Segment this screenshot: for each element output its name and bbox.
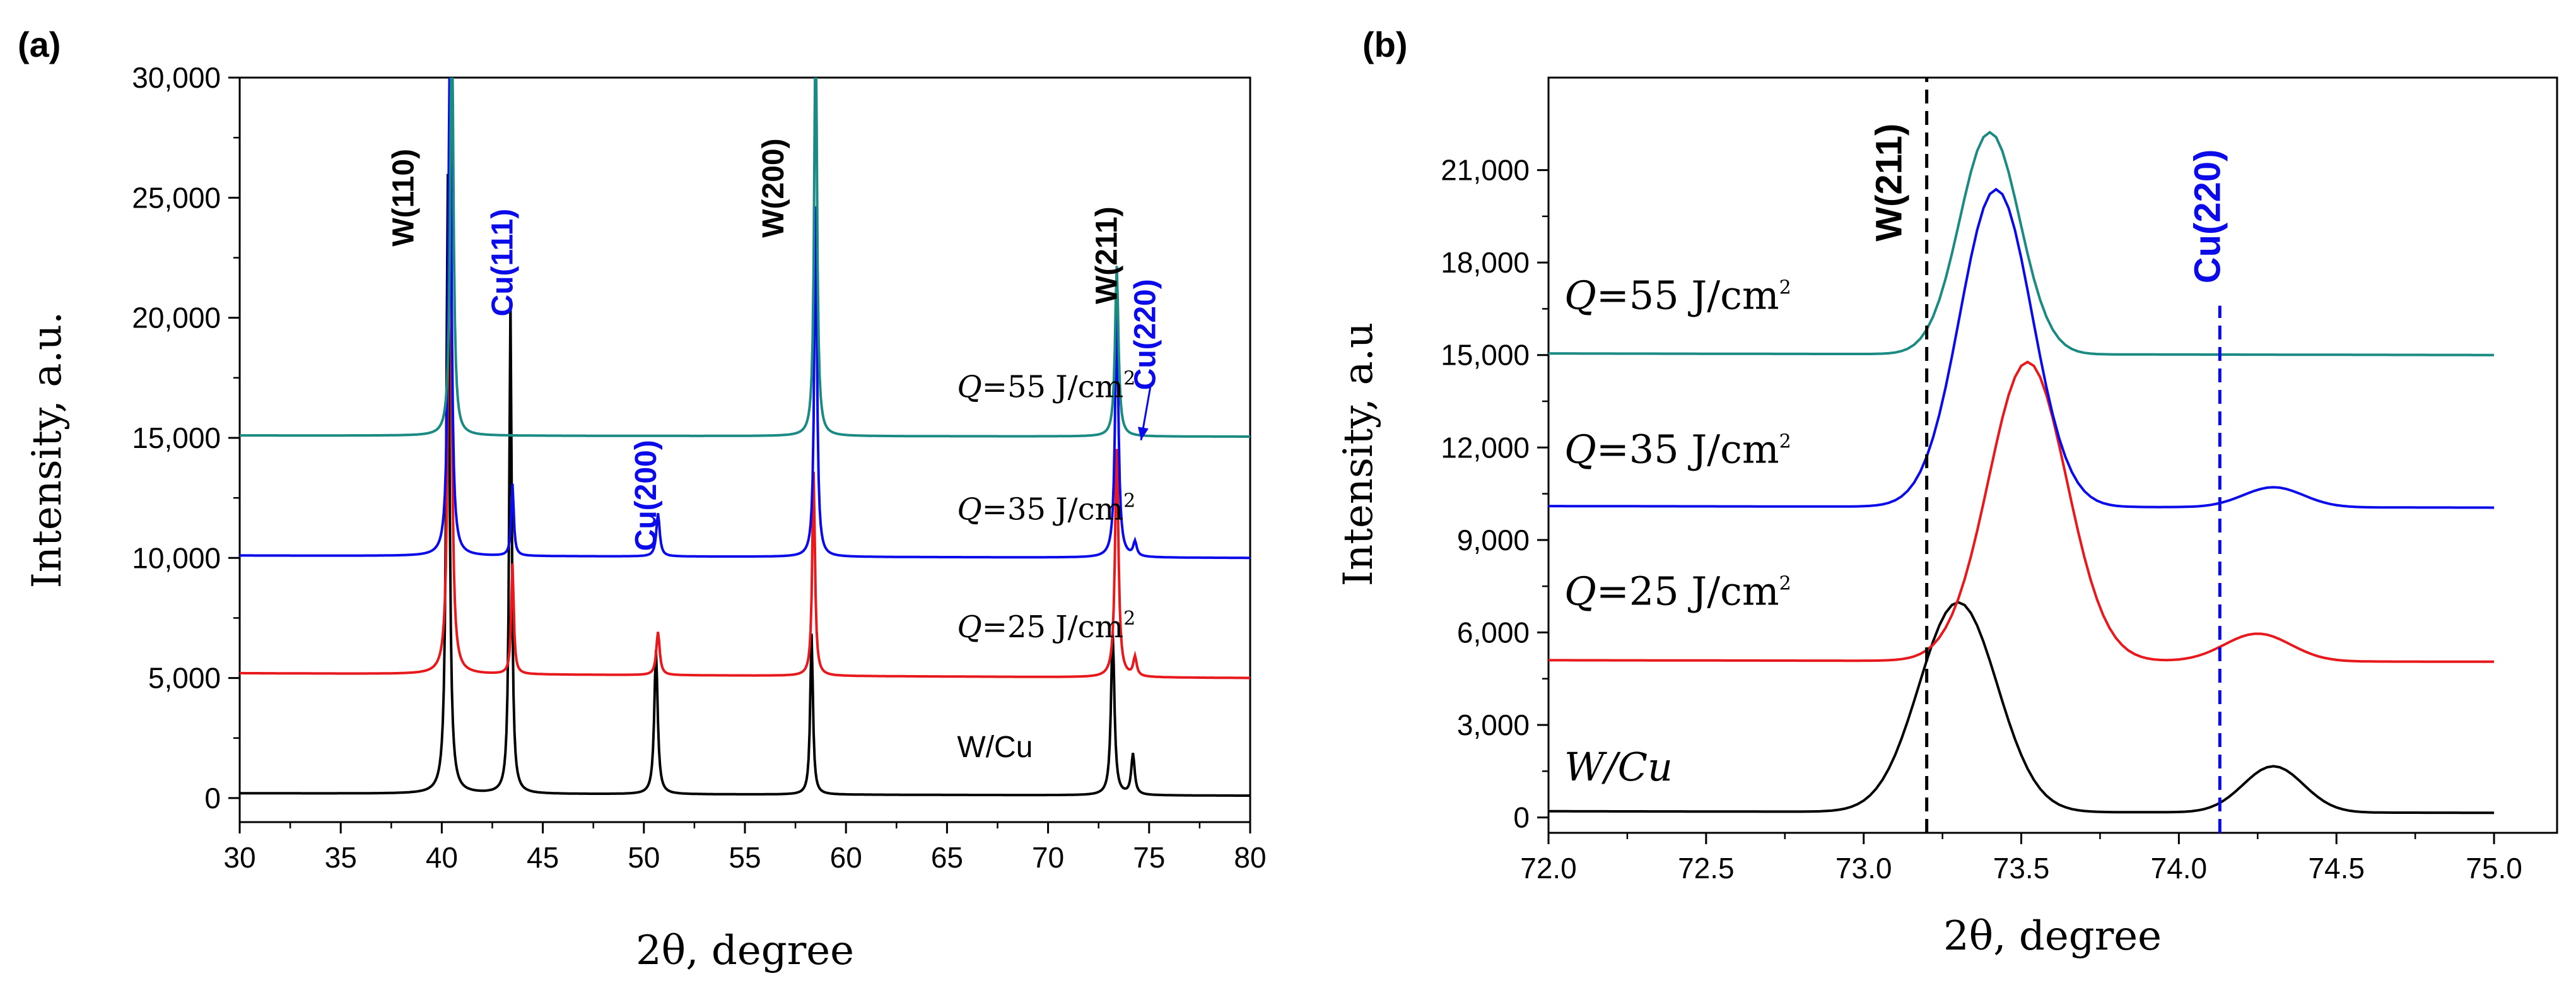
panel-a-x-tick-label: 65 bbox=[931, 841, 963, 874]
panel-b-series-line-1 bbox=[1549, 360, 2495, 663]
panel-a: (a) 30 35 40 45 50 55 60 65 70 75 80 0 5,000 10,000 15… bbox=[18, 25, 1267, 974]
panel-b-y-tick-label: 3,000 bbox=[1457, 709, 1530, 741]
panel-b-x-tick-label: 72.5 bbox=[1678, 852, 1735, 885]
panel-b-series-line-3 bbox=[1549, 131, 2495, 356]
panel-a-y-tick-label: 30,000 bbox=[132, 61, 221, 94]
panel-b-y-axis-title: Intensity, a.u bbox=[1335, 322, 1382, 586]
panel-a-y-tick-label: 0 bbox=[204, 782, 221, 815]
panel-b-ticks: 72.0 72.5 73.0 73.5 74.0 74.5 75.0 0 3,000 6,000 9… bbox=[1441, 154, 2522, 885]
panel-a-y-tick-label: 20,000 bbox=[132, 302, 221, 334]
panel-a-series-label-0: W/Cu bbox=[957, 731, 1033, 764]
panel-a-peak-label-2: Cu(200) bbox=[629, 440, 663, 551]
panel-a-x-tick-label: 50 bbox=[628, 841, 660, 874]
panel-b-x-tick-label: 73.5 bbox=[1993, 852, 2050, 885]
panel-b-reference-label-0: W(211) bbox=[1869, 124, 1910, 242]
panel-a-x-tick-label: 60 bbox=[830, 841, 862, 874]
panel-b-y-tick-label: 18,000 bbox=[1441, 246, 1530, 279]
panel-a-x-tick-label: 55 bbox=[729, 841, 761, 874]
panel-b-plot-frame bbox=[1547, 76, 2558, 834]
panel-b-y-tick-label: 9,000 bbox=[1457, 524, 1530, 556]
panel-b-letter: (b) bbox=[1362, 25, 1408, 64]
panel-a-cu220-arrowhead bbox=[1138, 427, 1149, 440]
panel-b-series-label-3: Q=55 J/cm2 bbox=[1564, 272, 1791, 318]
panel-a-series-line-1 bbox=[240, 78, 1250, 680]
panel-a-peak-label-0: W(110) bbox=[387, 149, 421, 247]
panel-a-y-tick-label: 10,000 bbox=[132, 541, 221, 574]
panel-b-labels: W(211) Cu(220) W/Cu Q=25 J/cm2 Q=35 J/cm2 Q=5… bbox=[1564, 124, 2228, 790]
panel-a-x-tick-label: 70 bbox=[1032, 841, 1064, 874]
panel-a-series-line-3 bbox=[240, 78, 1250, 438]
panel-b-series-label-2: Q=35 J/cm2 bbox=[1564, 427, 1791, 473]
panel-a-series-line-2 bbox=[240, 78, 1250, 560]
panel-a-ticks: 30 35 40 45 50 55 60 65 70 75 80 0 5,000 10,000 15,000… bbox=[132, 61, 1266, 874]
panel-b-series bbox=[1549, 78, 2495, 833]
panel-b-x-tick-label: 73.0 bbox=[1835, 852, 1892, 885]
panel-a-letter: (a) bbox=[18, 25, 61, 64]
panel-b-reference-label-1: Cu(220) bbox=[2187, 150, 2228, 284]
panel-a-y-tick-label: 15,000 bbox=[132, 421, 221, 454]
panel-b-x-tick-label: 74.0 bbox=[2151, 852, 2208, 885]
panel-a-series-label-2: Q=35 J/cm2 bbox=[957, 490, 1135, 527]
panel-a-series-label-3: Q=55 J/cm2 bbox=[957, 367, 1135, 404]
panel-a-x-tick-label: 45 bbox=[527, 841, 559, 874]
panel-a-peak-label-5: Cu(220) bbox=[1128, 279, 1162, 390]
panel-b-y-tick-label: 15,000 bbox=[1441, 339, 1530, 372]
panel-a-series bbox=[240, 78, 1250, 797]
panel-b-y-tick-label: 0 bbox=[1513, 801, 1530, 834]
panel-a-series-label-1: Q=25 J/cm2 bbox=[957, 608, 1135, 645]
panel-b-series-line-0 bbox=[1549, 601, 2495, 815]
panel-b-x-axis-title: 2θ, degree bbox=[1943, 913, 2162, 960]
panel-a-peak-label-1: Cu(111) bbox=[486, 209, 520, 317]
panel-a-peak-label-4: W(211) bbox=[1091, 206, 1124, 304]
panel-b: (b) 72.0 72.5 73.0 73.5 74.0 74.5 75.0 0 3,000 6,… bbox=[1335, 25, 2558, 960]
panel-a-y-tick-label: 5,000 bbox=[148, 662, 221, 695]
panel-b-series-line-2 bbox=[1549, 187, 2495, 509]
panel-a-x-axis-title: 2θ, degree bbox=[636, 927, 854, 974]
panel-a-x-tick-label: 35 bbox=[325, 841, 357, 874]
panel-a-x-tick-label: 30 bbox=[223, 841, 255, 874]
panel-b-x-tick-label: 75.0 bbox=[2466, 852, 2522, 885]
panel-b-series-label-0: W/Cu bbox=[1564, 744, 1673, 790]
panel-b-series-label-1: Q=25 J/cm2 bbox=[1564, 568, 1791, 615]
panel-a-y-axis-title: Intensity, a.u. bbox=[24, 312, 71, 589]
panel-b-x-tick-label: 74.5 bbox=[2308, 852, 2365, 885]
panel-b-y-tick-label: 21,000 bbox=[1441, 154, 1530, 187]
panel-a-peak-label-3: W(200) bbox=[757, 138, 790, 237]
panel-a-labels: W(110) Cu(111) Cu(200) W(200) W(211)Cu(220) W… bbox=[387, 138, 1162, 764]
panel-a-series-line-0 bbox=[240, 174, 1250, 797]
panel-b-x-tick-label: 72.0 bbox=[1520, 852, 1577, 885]
panel-b-y-tick-label: 12,000 bbox=[1441, 431, 1530, 464]
panel-a-x-tick-label: 80 bbox=[1234, 841, 1266, 874]
panel-a-x-tick-label: 75 bbox=[1133, 841, 1165, 874]
panel-b-y-tick-label: 6,000 bbox=[1457, 616, 1530, 649]
panel-a-x-tick-label: 40 bbox=[426, 841, 458, 874]
panel-a-y-tick-label: 25,000 bbox=[132, 181, 221, 214]
